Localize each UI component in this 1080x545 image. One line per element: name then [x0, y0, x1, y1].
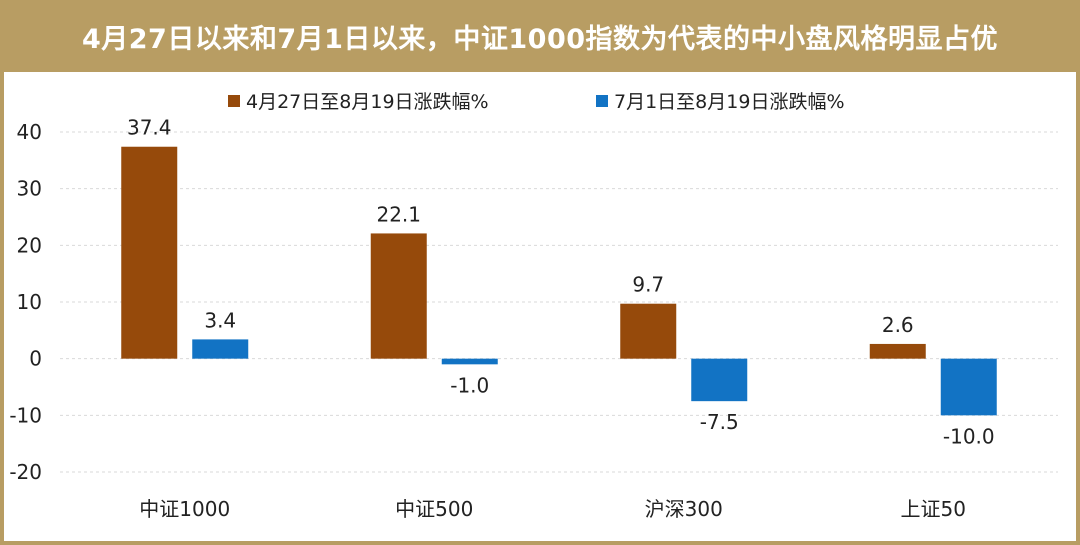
y-tick-label: -20	[9, 460, 42, 484]
x-category-label: 沪深300	[645, 497, 723, 521]
y-tick-label: 20	[17, 233, 42, 257]
legend-swatch	[228, 95, 240, 107]
x-category-label: 上证50	[901, 497, 966, 521]
bar	[869, 343, 926, 359]
x-category-label: 中证1000	[139, 497, 230, 521]
data-label: 37.4	[127, 116, 172, 140]
data-label: 3.4	[204, 308, 236, 332]
bar	[441, 358, 498, 365]
bar	[192, 339, 249, 359]
bar	[940, 358, 997, 416]
x-category-label: 中证500	[395, 497, 473, 521]
bar-chart: 40 30 20 10 0 -10 -20 4月27日至8月19日涨跌幅% 7月1日至8月19日…	[9, 91, 1058, 521]
legend-label: 4月27日至8月19日涨跌幅%	[246, 91, 489, 113]
data-label: 9.7	[632, 273, 664, 297]
data-label: -1.0	[450, 373, 489, 397]
data-label: -10.0	[943, 424, 995, 448]
plot-panel: 40 30 20 10 0 -10 -20 4月27日至8月19日涨跌幅% 7月1日至8月19日…	[4, 72, 1076, 541]
data-label: -7.5	[700, 410, 739, 434]
chart-title: 4月27日以来和7月1日以来，中证1000指数为代表的中小盘风格明显占优	[81, 23, 999, 55]
y-tick-label: 30	[17, 177, 42, 201]
bar	[370, 233, 427, 359]
y-tick-label: 0	[29, 347, 42, 371]
bar	[121, 146, 178, 359]
legend-swatch	[596, 95, 608, 107]
data-label: 22.1	[376, 202, 421, 226]
legend-label: 7月1日至8月19日涨跌幅%	[614, 91, 845, 113]
y-tick-label: 10	[17, 290, 42, 314]
y-tick-label: -10	[9, 403, 42, 427]
y-tick-label: 40	[17, 120, 42, 144]
data-label: 2.6	[882, 313, 914, 337]
bar	[691, 358, 748, 402]
bar	[620, 303, 677, 359]
